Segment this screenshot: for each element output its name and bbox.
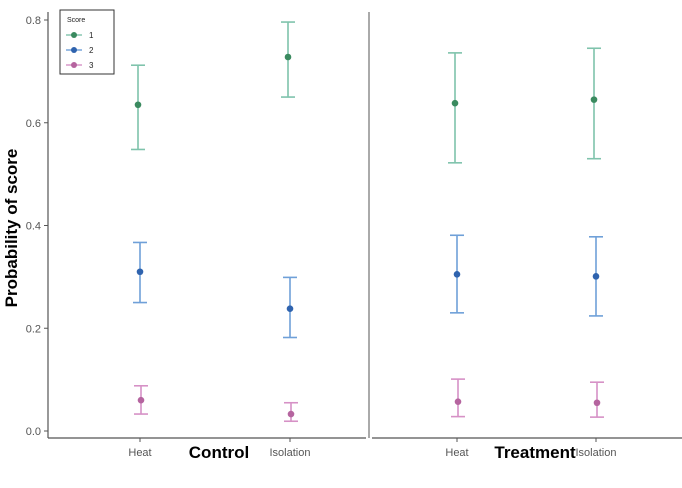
y-tick-label: 0.6 <box>26 118 41 130</box>
legend-key-point-3 <box>71 62 77 68</box>
panel-label-treatment: Treatment <box>494 443 576 462</box>
legend-entries: 1 2 3 <box>66 31 94 70</box>
point-score-2-control-isolation <box>286 305 294 313</box>
legend-label-3: 3 <box>89 61 94 70</box>
data-marks <box>131 21 604 423</box>
point-score-3-treatment-heat <box>454 398 462 406</box>
point-score-1-treatment-isolation <box>590 96 598 103</box>
legend: Score 1 2 3 <box>59 9 115 75</box>
point-score-3-treatment-isolation <box>593 399 601 407</box>
legend-label-2: 2 <box>89 46 94 55</box>
x-tick-label: Isolation <box>270 447 311 459</box>
x-tick-label: Isolation <box>576 447 617 459</box>
legend-title: Score <box>67 17 85 24</box>
point-score-2-control-heat <box>136 268 144 276</box>
y-tick-label: 0.8 <box>26 15 41 27</box>
legend-key-point-2 <box>71 47 77 53</box>
point-score-2-treatment-isolation <box>592 273 600 280</box>
legend-label-1: 1 <box>89 31 94 40</box>
y-tick-label: 0.0 <box>26 426 41 438</box>
point-score-3-control-heat <box>137 396 145 404</box>
axes: 0.0 0.2 0.4 0.6 0.8 Heat Isolation Control Heat I… <box>26 12 682 462</box>
y-tick-label: 0.2 <box>26 323 41 335</box>
y-axis-label: Probability of score <box>2 149 21 308</box>
point-score-1-treatment-heat <box>451 99 459 107</box>
point-score-3-control-isolation <box>287 410 295 418</box>
x-tick-label: Heat <box>445 447 468 459</box>
x-tick-label: Heat <box>128 447 151 459</box>
legend-box <box>59 9 115 75</box>
legend-key-point-1 <box>71 32 77 38</box>
y-tick-label: 0.4 <box>26 221 41 233</box>
panel-label-control: Control <box>189 443 249 462</box>
point-score-1-control-isolation <box>284 53 292 61</box>
point-score-2-treatment-heat <box>453 271 461 278</box>
point-score-1-control-heat <box>134 101 142 109</box>
